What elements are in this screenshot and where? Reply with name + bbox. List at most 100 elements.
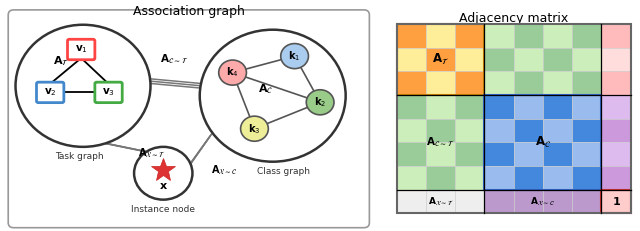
Bar: [397, 48, 426, 71]
Bar: [397, 24, 484, 95]
Bar: [455, 142, 484, 166]
Bar: [543, 142, 572, 166]
Bar: [543, 95, 572, 119]
Text: $\mathbf{A}_\mathcal{T}$: $\mathbf{A}_\mathcal{T}$: [432, 52, 449, 67]
Text: $\mathbf{k}_2$: $\mathbf{k}_2$: [314, 95, 326, 109]
FancyBboxPatch shape: [67, 39, 95, 60]
Bar: [426, 24, 455, 48]
Bar: [484, 24, 514, 48]
Text: $\mathbf{A}_{\mathcal{C}\sim\mathcal{T}}$: $\mathbf{A}_{\mathcal{C}\sim\mathcal{T}}…: [426, 135, 454, 149]
Circle shape: [219, 60, 246, 85]
Bar: [572, 48, 602, 71]
Bar: [513, 24, 543, 48]
Bar: [543, 71, 572, 95]
Bar: [484, 95, 514, 119]
Circle shape: [15, 25, 150, 147]
FancyBboxPatch shape: [95, 82, 122, 103]
Bar: [455, 24, 484, 48]
Bar: [602, 71, 630, 95]
Bar: [426, 119, 455, 142]
Bar: [602, 142, 630, 166]
Bar: [455, 71, 484, 95]
Bar: [602, 24, 630, 48]
Bar: [455, 119, 484, 142]
Bar: [543, 119, 572, 142]
Text: $\mathbf{k}_4$: $\mathbf{k}_4$: [227, 66, 239, 79]
Bar: [455, 190, 484, 213]
Text: Instance node: Instance node: [131, 205, 195, 214]
Bar: [426, 142, 455, 166]
Bar: [513, 119, 543, 142]
Bar: [572, 95, 602, 119]
Circle shape: [241, 116, 268, 141]
Bar: [455, 95, 484, 119]
Bar: [602, 190, 630, 213]
Bar: [484, 190, 514, 213]
Text: $\mathbf{1}$: $\mathbf{1}$: [611, 195, 621, 207]
Bar: [543, 24, 572, 48]
Text: $\mathbf{k}_3$: $\mathbf{k}_3$: [248, 122, 260, 136]
Text: $\mathbf{k}_1$: $\mathbf{k}_1$: [289, 49, 301, 63]
Bar: [543, 166, 572, 190]
Bar: [543, 190, 572, 213]
Text: Class graph: Class graph: [257, 167, 310, 176]
Text: $\mathbf{A}_{\mathcal{X}\sim\mathcal{C}}$: $\mathbf{A}_{\mathcal{X}\sim\mathcal{C}}…: [531, 195, 556, 207]
Bar: [513, 142, 543, 166]
Bar: [602, 190, 630, 213]
Text: $\mathbf{v}_3$: $\mathbf{v}_3$: [102, 86, 115, 98]
Bar: [602, 95, 630, 119]
FancyBboxPatch shape: [8, 10, 369, 228]
Text: $\mathbf{A}_\mathcal{C}$: $\mathbf{A}_\mathcal{C}$: [258, 82, 273, 96]
Bar: [602, 166, 630, 190]
Bar: [397, 119, 426, 142]
Bar: [513, 166, 543, 190]
Bar: [397, 95, 426, 119]
Bar: [397, 24, 630, 213]
Text: $\mathbf{A}_{\mathcal{X}\sim\mathcal{T}}$: $\mathbf{A}_{\mathcal{X}\sim\mathcal{T}}…: [138, 147, 165, 160]
Bar: [484, 119, 514, 142]
Bar: [484, 166, 514, 190]
Circle shape: [307, 90, 334, 115]
FancyBboxPatch shape: [36, 82, 64, 103]
Bar: [426, 166, 455, 190]
Bar: [484, 48, 514, 71]
Text: $\mathbf{A}_\mathcal{T}$: $\mathbf{A}_\mathcal{T}$: [53, 54, 69, 68]
Circle shape: [200, 30, 346, 162]
Bar: [602, 48, 630, 71]
Bar: [484, 95, 602, 190]
Bar: [426, 95, 455, 119]
Bar: [426, 71, 455, 95]
Text: $\mathbf{A}_{\mathcal{X}\sim\mathcal{C}}$: $\mathbf{A}_{\mathcal{X}\sim\mathcal{C}}…: [211, 163, 237, 176]
Bar: [426, 190, 455, 213]
Bar: [572, 190, 602, 213]
Bar: [426, 48, 455, 71]
Text: $\mathbf{A}_{\mathcal{X}\sim\mathcal{T}}$: $\mathbf{A}_{\mathcal{X}\sim\mathcal{T}}…: [428, 195, 453, 207]
Text: Adjacency matrix: Adjacency matrix: [459, 12, 568, 24]
Bar: [397, 142, 426, 166]
Bar: [455, 166, 484, 190]
Bar: [572, 71, 602, 95]
Text: $\mathbf{v}_1$: $\mathbf{v}_1$: [75, 44, 88, 55]
Bar: [513, 95, 543, 119]
Circle shape: [281, 44, 308, 69]
Text: Task graph: Task graph: [55, 152, 104, 161]
Bar: [397, 190, 426, 213]
Bar: [397, 166, 426, 190]
Text: Association graph: Association graph: [133, 5, 244, 18]
Text: $\mathbf{A}_\mathcal{C}$: $\mathbf{A}_\mathcal{C}$: [535, 135, 551, 150]
Bar: [513, 48, 543, 71]
Bar: [455, 48, 484, 71]
Bar: [572, 142, 602, 166]
Circle shape: [134, 147, 193, 200]
Text: $\mathbf{A}_{\mathcal{C}\sim\mathcal{T}}$: $\mathbf{A}_{\mathcal{C}\sim\mathcal{T}}…: [160, 52, 188, 66]
Bar: [397, 71, 426, 95]
Text: $\mathbf{x}$: $\mathbf{x}$: [159, 181, 168, 191]
Text: $\mathbf{v}_2$: $\mathbf{v}_2$: [44, 86, 56, 98]
Bar: [397, 24, 426, 48]
Bar: [484, 71, 514, 95]
Bar: [513, 71, 543, 95]
Bar: [513, 190, 543, 213]
Bar: [572, 119, 602, 142]
Bar: [543, 48, 572, 71]
Bar: [484, 142, 514, 166]
